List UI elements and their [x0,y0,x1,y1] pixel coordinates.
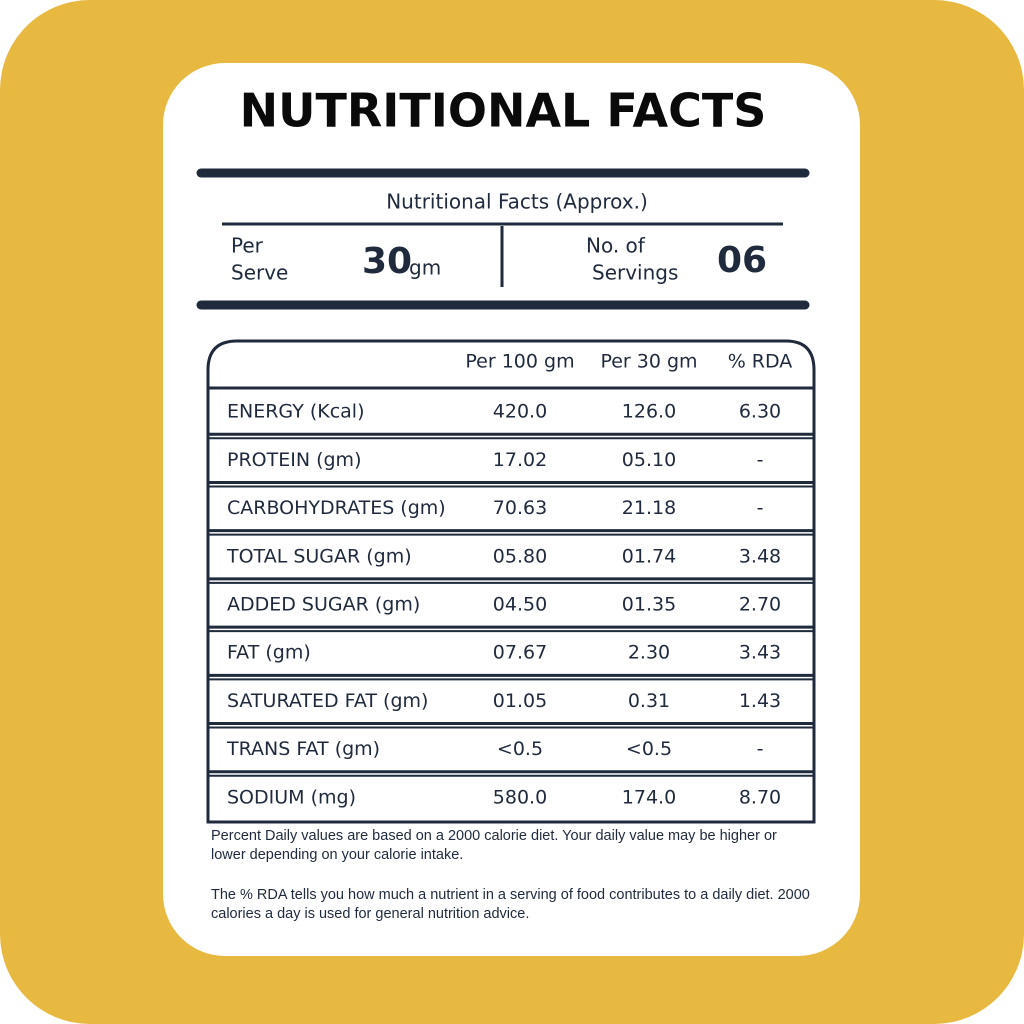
title: NUTRITIONAL FACTS [240,84,767,138]
servings-label: Servings [592,261,678,285]
nutrient-value: 0.31 [628,690,670,712]
nutrient-name: SATURATED FAT (gm) [227,690,428,712]
table-frame [206,339,816,824]
nutrient-value: - [757,497,764,519]
column-header: Per 100 gm [465,351,574,373]
column-header: % RDA [728,351,793,373]
nutrient-value: 05.10 [622,449,676,471]
nutrient-name: TOTAL SUGAR (gm) [226,545,412,567]
nutrient-value: - [757,738,764,760]
card [163,63,860,956]
nutrient-value: 01.35 [622,594,676,616]
nutrient-value: 1.43 [739,690,781,712]
nutrient-value: 420.0 [493,401,547,423]
nutrient-value: 3.48 [739,545,781,567]
nutrient-value: 174.0 [622,786,676,808]
nutrient-value: 05.80 [493,545,547,567]
column-header: Per 30 gm [600,351,697,373]
nutrient-value: 6.30 [739,401,781,423]
nutrient-name: PROTEIN (gm) [227,449,361,471]
nutrient-value: 3.43 [739,642,781,664]
nutrient-value: 04.50 [493,594,547,616]
nutrient-value: 17.02 [493,449,547,471]
nutrient-value: 8.70 [739,786,781,808]
nutrient-value: 2.30 [628,642,670,664]
nutrient-name: SODIUM (mg) [227,786,356,808]
nutrient-value: <0.5 [497,738,543,760]
nutrient-name: TRANS FAT (gm) [226,738,380,760]
serve-size: 30 [362,241,412,282]
nutrient-name: CARBOHYDRATES (gm) [227,497,446,519]
serve-label: Serve [231,261,288,285]
nutrient-value: 70.63 [493,497,547,519]
footnote: The % RDA tells you how much a nutrient … [211,887,810,922]
nutrient-value: 01.05 [493,690,547,712]
nutrient-name: ADDED SUGAR (gm) [227,594,420,616]
nutrient-value: <0.5 [626,738,672,760]
subtitle: Nutritional Facts (Approx.) [386,190,648,214]
nutrient-value: - [757,449,764,471]
servings-count: 06 [717,240,767,281]
nutrient-value: 126.0 [622,401,676,423]
footnote: Percent Daily values are based on a 2000… [211,828,777,863]
nutrient-value: 07.67 [493,642,547,664]
nutrient-name: FAT (gm) [227,642,311,664]
serve-unit: gm [409,256,441,280]
nutrient-value: 01.74 [622,545,676,567]
nutrient-value: 2.70 [739,594,781,616]
nutrient-name: ENERGY (Kcal) [227,401,365,423]
servings-label: No. of [586,234,646,258]
serve-label: Per [231,234,264,258]
nutrient-value: 21.18 [622,497,676,519]
nutrient-value: 580.0 [493,786,547,808]
